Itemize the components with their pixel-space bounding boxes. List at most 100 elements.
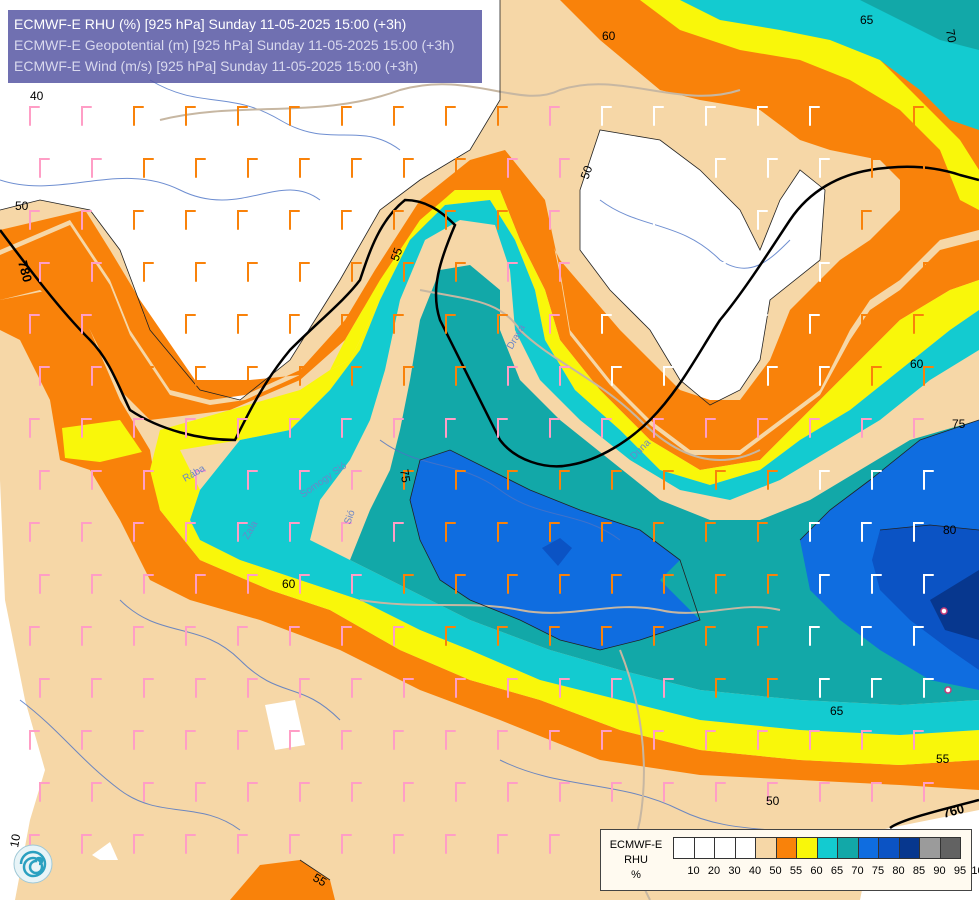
wind-barb bbox=[393, 210, 404, 230]
wind-barb bbox=[601, 418, 612, 438]
wind-barb bbox=[809, 418, 820, 438]
rhu-legend: ECMWF-E RHU % 10 20 30 40 50 55 60 65 70 75 80 85 90… bbox=[600, 829, 979, 891]
wind-barb bbox=[923, 366, 934, 386]
legend-swatch bbox=[755, 837, 777, 859]
wind-barb bbox=[403, 158, 414, 178]
wind-barb bbox=[351, 782, 362, 802]
wind-barb bbox=[185, 210, 196, 230]
wind-barb bbox=[91, 678, 102, 698]
wind-barb bbox=[767, 678, 778, 698]
wind-barb bbox=[705, 210, 716, 230]
wind-barb bbox=[715, 470, 726, 490]
wind-barb bbox=[403, 574, 414, 594]
wind-barb bbox=[299, 678, 310, 698]
wind-barb bbox=[133, 210, 144, 230]
wind-barb bbox=[247, 366, 258, 386]
wind-barb bbox=[819, 262, 830, 282]
wind-barb bbox=[767, 470, 778, 490]
wind-barb bbox=[559, 574, 570, 594]
wind-barb bbox=[403, 782, 414, 802]
rh-label: 50 bbox=[766, 794, 780, 808]
wind-barb bbox=[39, 782, 50, 802]
wind-barb bbox=[549, 730, 560, 750]
wind-barb bbox=[289, 522, 300, 542]
wind-barb bbox=[715, 782, 726, 802]
wind-barb bbox=[809, 730, 820, 750]
wind-barb bbox=[507, 366, 518, 386]
wind-barb bbox=[143, 158, 154, 178]
wind-barb bbox=[559, 366, 570, 386]
wind-barb bbox=[455, 262, 466, 282]
legend-label: 85 bbox=[912, 865, 926, 877]
wind-barb bbox=[767, 158, 778, 178]
wind-barb bbox=[871, 782, 882, 802]
wind-barb bbox=[663, 470, 674, 490]
rh-label: 65 bbox=[860, 13, 874, 27]
wind-barb bbox=[601, 522, 612, 542]
wind-barb bbox=[705, 418, 716, 438]
wind-barb bbox=[923, 158, 934, 178]
wind-barb bbox=[507, 574, 518, 594]
wind-barb bbox=[913, 418, 924, 438]
wind-barb bbox=[237, 834, 248, 854]
wind-barb bbox=[757, 210, 768, 230]
wind-barb bbox=[39, 262, 50, 282]
wind-barb bbox=[923, 470, 934, 490]
wind-barb bbox=[653, 210, 664, 230]
legend-label: 40 bbox=[748, 865, 762, 877]
wind-barb bbox=[767, 782, 778, 802]
wind-barb bbox=[507, 262, 518, 282]
wind-barb bbox=[923, 782, 934, 802]
header-line-wind: ECMWF-E Wind (m/s) [925 hPa] Sunday 11-0… bbox=[14, 58, 418, 74]
wind-barb bbox=[663, 262, 674, 282]
wind-barb bbox=[341, 834, 352, 854]
wind-barb bbox=[289, 106, 300, 126]
rh-band-80 bbox=[542, 525, 979, 670]
wind-barb bbox=[757, 626, 768, 646]
wind-barb bbox=[351, 470, 362, 490]
wind-barb bbox=[757, 106, 768, 126]
wind-barb bbox=[611, 158, 622, 178]
legend-title: ECMWF-E RHU % bbox=[605, 838, 667, 883]
wind-barb bbox=[29, 314, 40, 334]
wind-barb bbox=[757, 314, 768, 334]
wind-barb bbox=[455, 574, 466, 594]
wind-barb bbox=[133, 522, 144, 542]
rh-band-65 bbox=[190, 0, 979, 735]
wind-barb bbox=[81, 834, 92, 854]
wind-barb bbox=[143, 782, 154, 802]
wind-barb bbox=[653, 418, 664, 438]
wind-barb bbox=[29, 626, 40, 646]
wind-barb bbox=[289, 626, 300, 646]
legend-label: 75 bbox=[871, 865, 885, 877]
wind-barb bbox=[663, 782, 674, 802]
wind-barb bbox=[913, 626, 924, 646]
wind-barb bbox=[341, 522, 352, 542]
wind-barb bbox=[507, 782, 518, 802]
wind-barb bbox=[29, 522, 40, 542]
wind-barb bbox=[767, 262, 778, 282]
wind-barb bbox=[393, 626, 404, 646]
wind-barb bbox=[185, 106, 196, 126]
wind-barb bbox=[185, 834, 196, 854]
wind-barb bbox=[913, 314, 924, 334]
wind-barb bbox=[403, 262, 414, 282]
wind-barb bbox=[185, 626, 196, 646]
wind-barb bbox=[705, 106, 716, 126]
wind-barb bbox=[91, 470, 102, 490]
legend-label: 70 bbox=[851, 865, 864, 877]
wind-barb bbox=[861, 418, 872, 438]
legend-label: 60 bbox=[810, 865, 823, 877]
wind-barb bbox=[393, 834, 404, 854]
wind-barb bbox=[767, 366, 778, 386]
wind-barb bbox=[715, 262, 726, 282]
wind-barb bbox=[549, 210, 560, 230]
wind-barb bbox=[819, 782, 830, 802]
wind-barb bbox=[715, 678, 726, 698]
wind-barb bbox=[923, 574, 934, 594]
rh-label: 50 bbox=[15, 199, 29, 213]
wind-barb bbox=[601, 210, 612, 230]
wind-barb bbox=[455, 782, 466, 802]
wind-barb bbox=[29, 106, 40, 126]
